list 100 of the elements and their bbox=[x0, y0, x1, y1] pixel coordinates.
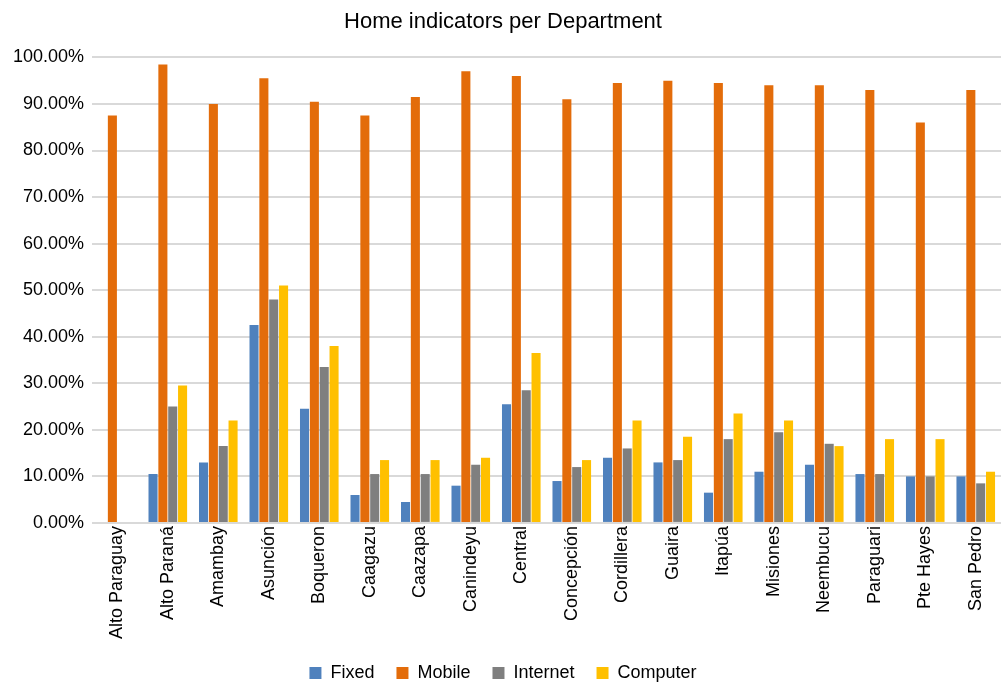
bar bbox=[915, 122, 925, 522]
bar bbox=[834, 446, 844, 522]
x-tick-label: Canindeyu bbox=[459, 525, 480, 612]
bar bbox=[774, 432, 784, 522]
bar bbox=[511, 76, 521, 522]
y-tick-label: 90.00% bbox=[23, 92, 85, 113]
bar bbox=[360, 115, 370, 522]
y-tick-label: 60.00% bbox=[23, 232, 85, 253]
y-tick-label: 70.00% bbox=[23, 186, 85, 207]
bar bbox=[976, 483, 986, 522]
y-tick-label: 0.00% bbox=[33, 511, 85, 532]
y-tick-label: 100.00% bbox=[13, 46, 85, 67]
bar bbox=[653, 462, 663, 522]
bar bbox=[218, 446, 228, 522]
bar bbox=[582, 460, 592, 522]
x-tick-label: Misiones bbox=[762, 525, 783, 597]
bar bbox=[107, 115, 117, 522]
bar bbox=[602, 457, 613, 522]
x-tick-label: Caagazu bbox=[358, 525, 379, 598]
bar bbox=[885, 439, 895, 522]
x-tick-label: San Pedro bbox=[964, 525, 985, 611]
x-tick-label: Paraguari bbox=[863, 525, 884, 604]
bar bbox=[632, 420, 642, 522]
x-tick-label: Concepción bbox=[560, 525, 581, 621]
bar bbox=[754, 471, 764, 522]
bar bbox=[300, 408, 310, 522]
bar bbox=[814, 85, 824, 522]
x-tick-label: Central bbox=[510, 525, 531, 584]
bar bbox=[622, 448, 632, 522]
bar bbox=[158, 64, 168, 522]
bar bbox=[703, 492, 714, 522]
bar bbox=[865, 89, 875, 522]
bar bbox=[228, 420, 238, 522]
x-tick-label: Cordillera bbox=[611, 524, 632, 603]
bar bbox=[168, 406, 178, 522]
bar bbox=[259, 78, 269, 522]
bar bbox=[400, 501, 411, 522]
bar bbox=[733, 413, 743, 522]
x-tick-label: Guaira bbox=[661, 524, 682, 580]
chart-title: Home indicators per Department bbox=[344, 8, 662, 34]
bar bbox=[804, 464, 815, 522]
bar bbox=[329, 346, 339, 522]
bar bbox=[420, 474, 430, 522]
bar bbox=[451, 485, 461, 522]
bar bbox=[319, 366, 329, 522]
y-tick-label: 40.00% bbox=[23, 325, 85, 346]
bar bbox=[269, 299, 279, 522]
bar bbox=[309, 101, 319, 522]
bar bbox=[481, 457, 491, 522]
x-tick-label: Pte Hayes bbox=[914, 525, 935, 609]
y-tick-label: 50.00% bbox=[23, 279, 85, 300]
bar bbox=[148, 474, 158, 522]
bar bbox=[905, 476, 916, 522]
bar bbox=[380, 460, 390, 522]
x-tick-label: Caazapa bbox=[409, 524, 430, 598]
bar bbox=[673, 460, 683, 522]
bar bbox=[824, 443, 834, 522]
x-tick-label: Boqueron bbox=[308, 525, 329, 605]
x-tick-label: Amambay bbox=[207, 525, 228, 607]
bar bbox=[723, 439, 733, 522]
bar bbox=[784, 420, 794, 522]
bar bbox=[713, 83, 723, 522]
bar bbox=[249, 325, 259, 522]
bar bbox=[572, 467, 582, 522]
bar bbox=[208, 103, 218, 522]
x-tick-label: Alto Paraguay bbox=[106, 525, 127, 640]
bar bbox=[875, 474, 885, 522]
bar bbox=[279, 285, 289, 522]
bar bbox=[562, 99, 572, 522]
bar bbox=[764, 85, 774, 522]
y-tick-label: 20.00% bbox=[23, 418, 85, 439]
bar bbox=[985, 471, 996, 522]
bar bbox=[370, 474, 380, 522]
bar bbox=[683, 436, 693, 522]
bar bbox=[663, 80, 673, 522]
bar bbox=[612, 83, 622, 522]
x-tick-label: Alto Paraná bbox=[156, 524, 177, 620]
bar bbox=[501, 404, 512, 522]
y-tick-label: 10.00% bbox=[23, 465, 85, 486]
legend-label: Computer bbox=[617, 661, 697, 682]
legend-label: Mobile bbox=[417, 661, 471, 682]
bar bbox=[471, 464, 481, 522]
bar bbox=[966, 89, 976, 522]
bar bbox=[461, 71, 471, 522]
bar bbox=[430, 460, 440, 522]
bar bbox=[925, 476, 935, 522]
legend-label: Internet bbox=[513, 661, 575, 682]
y-tick-label: 80.00% bbox=[23, 139, 85, 160]
bar bbox=[855, 474, 865, 522]
bar bbox=[935, 439, 945, 522]
bar bbox=[199, 462, 209, 522]
bar bbox=[178, 385, 188, 522]
x-tick-label: Neembucu bbox=[813, 525, 834, 613]
bar bbox=[521, 390, 531, 522]
legend-label: Fixed bbox=[330, 661, 375, 682]
bar bbox=[531, 353, 541, 522]
x-tick-label: Asunción bbox=[257, 525, 278, 600]
bar bbox=[956, 476, 966, 522]
bar bbox=[350, 495, 360, 522]
bar bbox=[410, 96, 420, 522]
